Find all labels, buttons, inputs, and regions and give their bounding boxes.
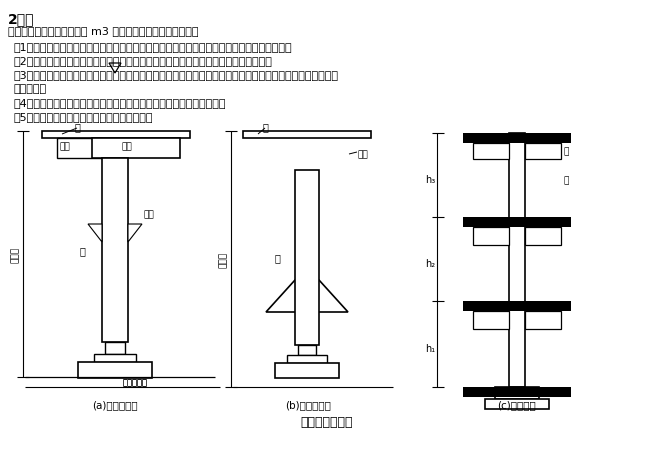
Text: 柱: 柱 xyxy=(274,253,280,262)
Bar xyxy=(94,354,136,362)
Text: (a)有梁板柱高: (a)有梁板柱高 xyxy=(92,399,138,409)
Text: 牛腿: 牛腿 xyxy=(144,210,155,219)
Polygon shape xyxy=(88,225,102,243)
Text: 柱高ｈ: 柱高ｈ xyxy=(10,246,20,262)
Text: 柱高ｈ: 柱高ｈ xyxy=(219,251,227,267)
Text: h₁: h₁ xyxy=(425,343,435,353)
Text: 2、柱: 2、柱 xyxy=(8,12,35,26)
Text: 按图示断面尺寸乘以柱高以 m3 计算。柱高按下列规定确定：: 按图示断面尺寸乘以柱高以 m3 计算。柱高按下列规定确定： xyxy=(8,26,198,36)
Text: （4）构造柱按全高计算，与砖墙嵌接部分的体积并入柱身体积内计算；: （4）构造柱按全高计算，与砖墙嵌接部分的体积并入柱身体积内计算； xyxy=(14,98,227,108)
Bar xyxy=(463,133,571,144)
Text: （2）无梁板的柱高，应自柱基上表面（或楼板上表面）至柱帽下表面之间的高度计算；: （2）无梁板的柱高，应自柱基上表面（或楼板上表面）至柱帽下表面之间的高度计算； xyxy=(14,56,273,66)
Text: (c)框架柱高: (c)框架柱高 xyxy=(498,399,536,409)
Bar xyxy=(485,399,549,409)
Bar xyxy=(473,311,509,329)
Text: h₂: h₂ xyxy=(425,258,435,268)
Bar xyxy=(275,363,339,378)
Bar xyxy=(42,132,190,139)
Text: 梁: 梁 xyxy=(564,147,569,156)
Bar xyxy=(473,227,509,245)
Polygon shape xyxy=(128,225,142,243)
Polygon shape xyxy=(266,281,348,312)
Text: 柱帽: 柱帽 xyxy=(358,150,369,159)
Bar xyxy=(295,170,319,345)
Text: 柱: 柱 xyxy=(79,245,85,255)
Bar xyxy=(509,133,525,387)
Bar xyxy=(105,342,125,354)
Text: 板: 板 xyxy=(74,122,80,132)
Text: 柱高计算示意图: 柱高计算示意图 xyxy=(301,415,353,428)
Text: 基础上表面: 基础上表面 xyxy=(123,377,148,387)
Bar xyxy=(57,139,102,159)
Polygon shape xyxy=(109,64,121,74)
Text: （5）依附柱上的牛腿，并入柱身体积内计算。: （5）依附柱上的牛腿，并入柱身体积内计算。 xyxy=(14,112,153,122)
Bar xyxy=(525,144,561,160)
Bar xyxy=(298,345,316,355)
Bar xyxy=(243,132,371,139)
Text: （3）框架柱的柱高应自柱基上表面（或从楼层的楼板上表面）算至上一层楼板上表面，无楼层者，从柱基上表: （3）框架柱的柱高应自柱基上表面（或从楼层的楼板上表面）算至上一层楼板上表面，无… xyxy=(14,70,339,80)
Bar xyxy=(102,159,128,342)
Text: (b)无梁板柱高: (b)无梁板柱高 xyxy=(285,399,331,409)
Text: 柱: 柱 xyxy=(564,176,569,185)
Text: 板: 板 xyxy=(262,122,268,132)
Text: （1）有梁板的柱高，应自柱基上表面（或楼板上表面）至上一层楼板上表面之间的高度计算；: （1）有梁板的柱高，应自柱基上表面（或楼板上表面）至上一层楼板上表面之间的高度计… xyxy=(14,42,293,52)
Bar xyxy=(287,355,327,363)
Bar xyxy=(463,301,571,311)
Text: 面至柱顶；: 面至柱顶； xyxy=(14,84,47,94)
Bar xyxy=(495,387,539,399)
Text: 主梁: 主梁 xyxy=(122,142,133,151)
Bar xyxy=(92,139,180,159)
Bar xyxy=(525,311,561,329)
Text: h₃: h₃ xyxy=(425,175,435,184)
Bar xyxy=(525,227,561,245)
Bar xyxy=(473,144,509,160)
Text: 基础上表面: 基础上表面 xyxy=(123,377,148,387)
Bar xyxy=(463,217,571,227)
Bar xyxy=(78,362,152,378)
Bar xyxy=(463,387,571,397)
Text: 次梁: 次梁 xyxy=(59,142,69,151)
